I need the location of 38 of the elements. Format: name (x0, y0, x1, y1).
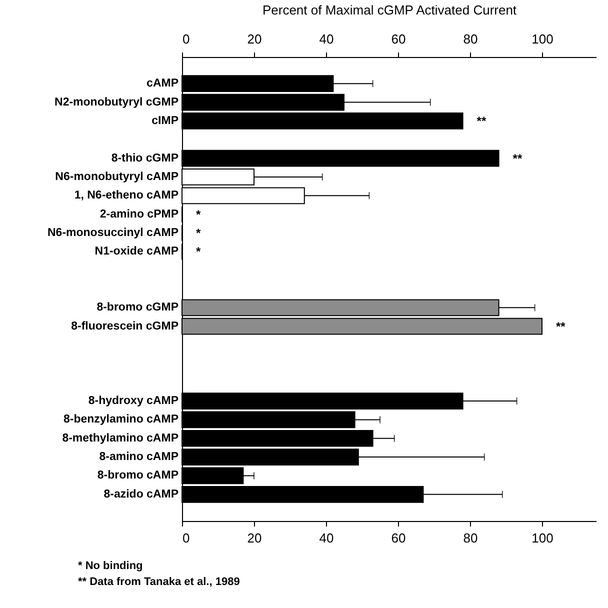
y-tick-label: 8-azido cAMP (104, 488, 179, 500)
y-tick-label: 2-amino cPMP (100, 208, 179, 220)
y-tick-label: N2-monobutyryl cGMP (54, 96, 179, 108)
annotation: ** (556, 319, 566, 334)
x2-tick-label: 20 (247, 32, 262, 46)
annotation: * (196, 226, 201, 240)
annotation: * (196, 207, 201, 222)
y-tick-label: 8-benzylamino cAMP (63, 414, 179, 426)
x2-tick-label: 40 (319, 32, 334, 46)
y-tick-label: 8-thio cGMP (111, 152, 179, 164)
y-tick-label: N6-monosuccinyl cAMP (48, 226, 179, 239)
annotation: ** (512, 151, 522, 166)
x-tick-label: 100 (532, 530, 554, 546)
text: * No binding (78, 559, 144, 574)
x2-tick-label: 60 (391, 32, 406, 46)
x-tick-label: 20 (247, 530, 262, 546)
y-tick-label: 8-bromo cGMP (96, 302, 179, 314)
y-tick-label: 1, N6-etheno cAMP (74, 190, 179, 202)
annotation: * (196, 244, 201, 259)
y-tick-label: N6-monobutyryl cAMP (55, 170, 179, 183)
y-tick-label: 8-methylamino cAMP (62, 432, 179, 444)
text: ** Data from Tanaka et al., 1989 (78, 575, 240, 590)
y-tick-label: cIMP (152, 114, 179, 127)
x-tick-label: 40 (319, 530, 334, 546)
x2-tick-label: 100 (532, 32, 554, 46)
y-tick-label: 8-fluorescein cGMP (71, 320, 179, 332)
y-tick-label: 8-bromo cAMP (97, 470, 179, 482)
x2-axis-title: Percent of Maximal cGMP Activated Current (262, 2, 517, 18)
x-tick-label: 60 (391, 530, 406, 546)
y-tick-label: N1-oxide cAMP (94, 246, 179, 258)
y-tick-label: 8-hydroxy cAMP (88, 395, 179, 408)
x-tick-label: 0 (182, 530, 190, 546)
annotation: ** (476, 114, 486, 128)
y-tick-label: cAMP (146, 78, 179, 90)
y-tick-label: 8-amino cAMP (99, 451, 179, 464)
x-tick-label: 80 (463, 530, 478, 546)
x2-tick-label: 0 (182, 32, 190, 46)
x2-tick-label: 80 (463, 32, 478, 46)
